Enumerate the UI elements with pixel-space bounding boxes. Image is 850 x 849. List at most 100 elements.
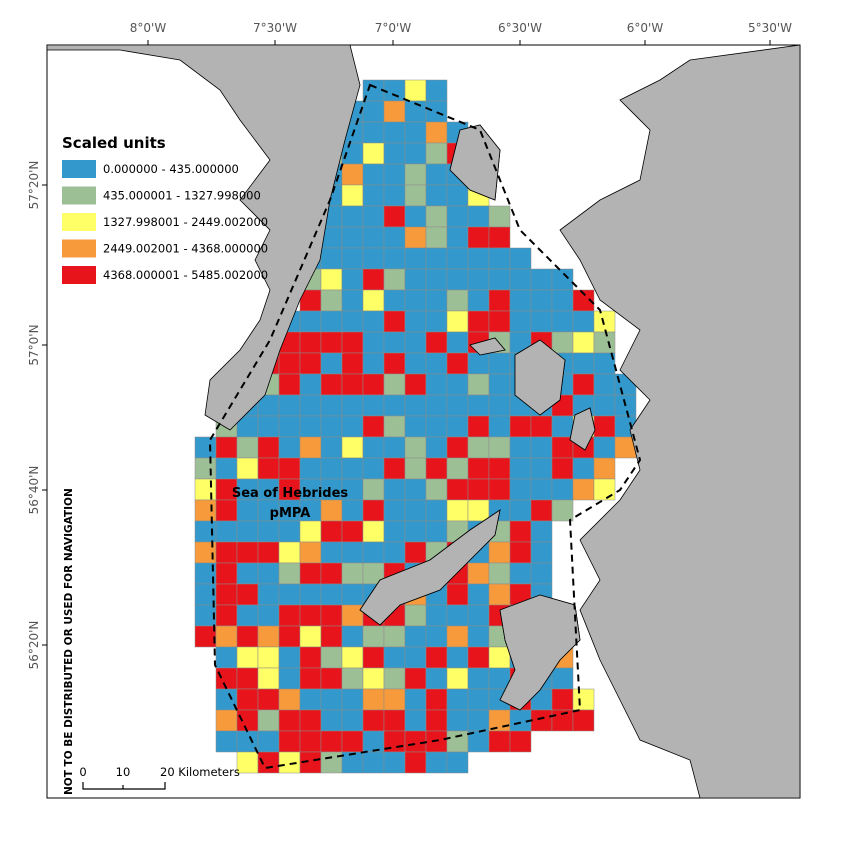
grid-cell	[467, 625, 490, 648]
grid-cell	[425, 751, 448, 774]
grid-cell	[425, 604, 448, 627]
grid-cell	[194, 457, 217, 480]
grid-cell	[404, 352, 427, 375]
grid-cell	[299, 373, 322, 396]
grid-cell	[404, 184, 427, 207]
grid-cell	[257, 709, 280, 732]
grid-cell	[362, 352, 385, 375]
grid-cell	[488, 541, 511, 564]
grid-cell	[488, 478, 511, 501]
grid-cell	[383, 331, 406, 354]
grid-cell	[320, 457, 343, 480]
scale-label: 10	[116, 765, 131, 779]
grid-cell	[299, 667, 322, 690]
grid-cell	[404, 205, 427, 228]
grid-cell	[383, 226, 406, 249]
grid-cell	[593, 436, 616, 459]
grid-cell	[404, 79, 427, 102]
grid-cell	[425, 415, 448, 438]
longitude-label: 7°0'W	[375, 21, 412, 35]
mainland	[559, 44, 801, 799]
grid-cell	[341, 205, 364, 228]
grid-cell	[320, 730, 343, 753]
grid-cell	[572, 352, 595, 375]
grid-cell	[320, 583, 343, 606]
grid-cell	[467, 289, 490, 312]
grid-cell	[467, 268, 490, 291]
grid-cell	[425, 268, 448, 291]
grid-cell	[257, 541, 280, 564]
grid-cell	[446, 394, 469, 417]
grid-cell	[362, 121, 385, 144]
grid-cell	[446, 457, 469, 480]
grid-cell	[467, 226, 490, 249]
grid-cell	[383, 709, 406, 732]
grid-cell	[194, 625, 217, 648]
grid-cell	[404, 625, 427, 648]
grid-cell	[383, 646, 406, 669]
grid-cell	[488, 436, 511, 459]
grid-cell	[236, 562, 259, 585]
legend-swatch	[62, 213, 96, 231]
grid-cell	[467, 373, 490, 396]
disclaimer: NOT TO BE DISTRIBUTED OR USED FOR NAVIGA…	[63, 488, 75, 795]
grid-cell	[215, 499, 238, 522]
grid-cell	[551, 268, 574, 291]
grid-cell	[404, 310, 427, 333]
grid-cell	[404, 163, 427, 186]
grid-cell	[446, 247, 469, 270]
grid-cell	[320, 310, 343, 333]
grid-cell	[236, 583, 259, 606]
grid-cell	[215, 436, 238, 459]
grid-cell	[299, 688, 322, 711]
grid-cell	[425, 142, 448, 165]
grid-cell	[320, 352, 343, 375]
grid-cell	[509, 289, 532, 312]
area-label: pMPA	[270, 506, 311, 521]
grid-cell	[383, 352, 406, 375]
grid-cell	[467, 562, 490, 585]
grid-cell	[404, 142, 427, 165]
grid-cell	[383, 667, 406, 690]
grid-cell	[383, 478, 406, 501]
grid-cell	[425, 688, 448, 711]
grid-cell	[278, 415, 301, 438]
grid-cell	[404, 541, 427, 564]
grid-cell	[257, 688, 280, 711]
grid-cell	[572, 331, 595, 354]
grid-cell	[278, 394, 301, 417]
legend-label: 4368.000001 - 5485.002000	[103, 268, 268, 282]
grid-cell	[404, 646, 427, 669]
grid-cell	[341, 520, 364, 543]
grid-cell	[257, 604, 280, 627]
legend-swatch	[62, 186, 96, 205]
grid-cell	[278, 625, 301, 648]
grid-cell	[299, 310, 322, 333]
grid-cell	[362, 310, 385, 333]
legend-label: 2449.002001 - 4368.000000	[103, 242, 268, 256]
grid-cell	[509, 247, 532, 270]
grid-cell	[383, 79, 406, 102]
grid-cell	[299, 352, 322, 375]
grid-cell	[425, 331, 448, 354]
grid-cell	[362, 646, 385, 669]
scale-label: 20 Kilometers	[160, 765, 240, 779]
grid-cell	[509, 730, 532, 753]
grid-cell	[341, 352, 364, 375]
grid-cell	[446, 499, 469, 522]
grid-cell	[362, 751, 385, 774]
grid-cell	[341, 604, 364, 627]
grid-cell	[215, 583, 238, 606]
grid-cell	[236, 436, 259, 459]
grid-cell	[551, 310, 574, 333]
grid-cell	[446, 352, 469, 375]
grid-cell	[488, 415, 511, 438]
grid-cell	[404, 688, 427, 711]
grid-cell	[446, 310, 469, 333]
grid-cell	[278, 688, 301, 711]
grid-cell	[278, 562, 301, 585]
grid-cell	[299, 394, 322, 417]
grid-cell	[383, 394, 406, 417]
grid-cell	[299, 562, 322, 585]
grid-cell	[467, 247, 490, 270]
